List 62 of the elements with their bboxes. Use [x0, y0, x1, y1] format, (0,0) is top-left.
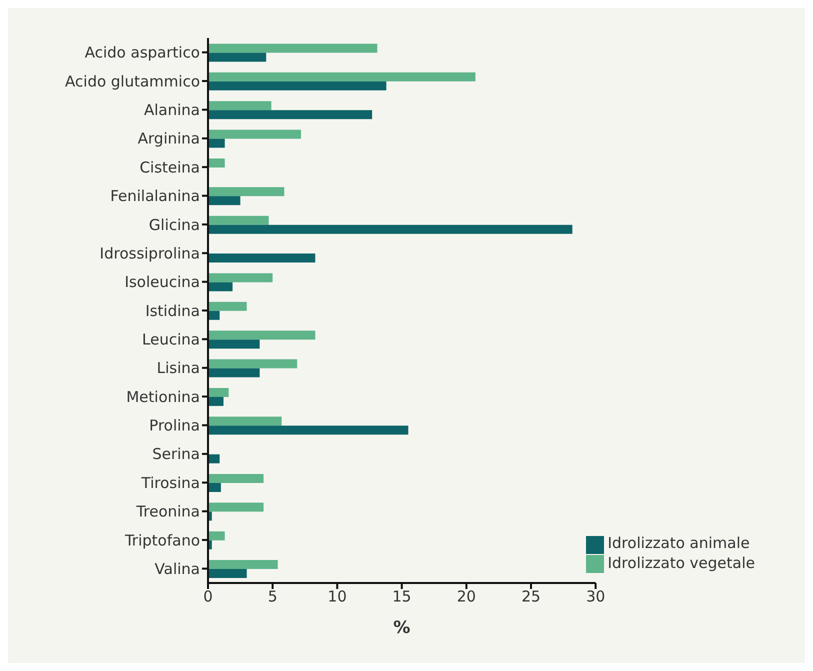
x-tick-label: 15 [392, 588, 412, 606]
bar [208, 44, 378, 53]
y-tick-label: Istidina [145, 302, 200, 320]
bar [208, 474, 264, 483]
y-tick-label: Isoleucina [124, 273, 200, 292]
bar [208, 158, 225, 168]
bar [208, 282, 233, 292]
bar [208, 330, 316, 340]
x-tick-label: 30 [586, 588, 606, 606]
bar [208, 254, 316, 263]
y-tick-label: Glicina [148, 216, 200, 234]
y-tick-label: Arginina [138, 130, 200, 148]
y-tick-label: Valina [154, 560, 200, 578]
y-tick-label: Idrossiprolina [100, 244, 200, 262]
bar [208, 416, 282, 426]
y-tick-label: Treonina [135, 502, 200, 521]
bar [208, 110, 372, 120]
legend-label: Idrolizzato animale [608, 534, 750, 552]
bar [208, 187, 284, 196]
bar [208, 569, 247, 578]
bar [208, 101, 272, 110]
bar [208, 359, 298, 368]
bar [208, 560, 278, 570]
y-tick-label: Serina [152, 445, 200, 464]
bar [208, 310, 220, 320]
bar [208, 388, 229, 397]
y-tick-label: Cisteina [140, 158, 200, 176]
bar [208, 340, 260, 349]
x-tick-label: 5 [268, 588, 278, 606]
y-tick-label: Metionina [126, 388, 200, 406]
bar [208, 138, 225, 148]
bar [208, 130, 302, 139]
x-tick-label: 20 [456, 588, 476, 606]
x-tick-label: 25 [521, 588, 541, 606]
bar [208, 224, 572, 234]
bar [208, 531, 225, 540]
y-tick-label: Prolina [149, 416, 200, 435]
bar [208, 483, 221, 492]
bar [208, 196, 240, 206]
bar [208, 502, 264, 512]
bar [208, 368, 260, 378]
y-tick-label: Lisina [156, 359, 200, 378]
y-tick-label: Triptofano [124, 531, 200, 550]
bar [208, 302, 247, 311]
bar [208, 454, 220, 464]
bar [208, 52, 266, 62]
bar [208, 426, 408, 435]
y-tick-label: Acido aspartico [84, 44, 200, 62]
legend-label: Idrolizzato vegetale [608, 554, 755, 572]
y-tick-label: Acido glutammico [65, 72, 200, 90]
y-tick-label: Alanina [144, 101, 200, 120]
bar [208, 216, 269, 225]
y-tick-label: Fenilalanina [110, 187, 200, 206]
bar [208, 81, 386, 90]
bar [208, 273, 273, 282]
y-tick-label: Tirosina [140, 474, 200, 492]
bar [208, 396, 224, 406]
y-tick-label: Leucina [142, 330, 200, 349]
bar [208, 72, 476, 82]
x-tick-label: 10 [328, 588, 347, 606]
x-axis-title: % [393, 618, 410, 638]
x-tick-label: 0 [203, 588, 213, 606]
